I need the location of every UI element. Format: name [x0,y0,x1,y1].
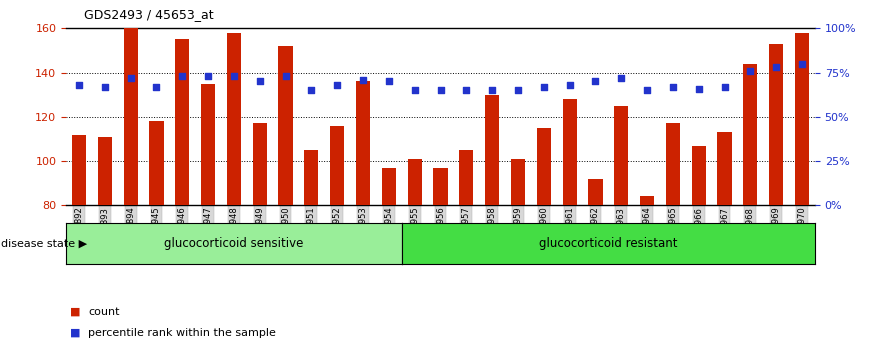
Bar [795,33,809,354]
Bar [304,150,319,354]
Point [227,73,241,79]
Bar [72,135,86,354]
Point [150,84,164,90]
Bar [511,159,525,354]
Bar [226,33,241,354]
Point [175,73,189,79]
Bar [330,126,344,354]
Point [485,87,500,93]
Point [744,68,758,74]
Bar [717,132,731,354]
Point [98,84,112,90]
Text: disease state ▶: disease state ▶ [1,238,87,249]
Text: count: count [88,307,120,316]
Point [433,87,448,93]
Bar [537,128,551,354]
Point [563,82,577,88]
Bar [769,44,783,354]
Text: ■: ■ [70,328,81,338]
Point [769,64,783,70]
Point [381,79,396,84]
Bar [459,150,473,354]
Bar [356,81,370,354]
Bar [562,99,577,354]
Text: glucocorticoid resistant: glucocorticoid resistant [539,237,677,250]
Point [278,73,292,79]
Bar [201,84,215,354]
Point [356,77,370,82]
Point [511,87,525,93]
Point [253,79,267,84]
Bar [614,106,628,354]
Point [304,87,318,93]
Bar [278,46,292,354]
Point [330,82,344,88]
Point [201,73,215,79]
Point [692,86,706,91]
Bar [381,168,396,354]
Bar [640,196,655,354]
Bar [433,168,448,354]
Text: percentile rank within the sample: percentile rank within the sample [88,328,276,338]
Bar [485,95,500,354]
Point [537,84,551,90]
Bar [98,137,112,354]
Point [123,75,137,81]
Point [459,87,473,93]
Point [795,61,809,67]
Bar [692,145,706,354]
Point [408,87,422,93]
Text: GDS2493 / 45653_at: GDS2493 / 45653_at [84,8,213,21]
Bar [744,64,758,354]
Text: glucocorticoid sensitive: glucocorticoid sensitive [164,237,304,250]
Bar [150,121,164,354]
Bar [408,159,422,354]
Point [666,84,680,90]
Point [614,75,628,81]
Bar [175,39,189,354]
Text: ■: ■ [70,307,81,316]
Point [640,87,654,93]
Bar [589,179,603,354]
Point [72,82,86,88]
Bar [666,124,680,354]
Bar [123,28,137,354]
Bar [253,124,267,354]
Point [589,79,603,84]
Point [717,84,731,90]
